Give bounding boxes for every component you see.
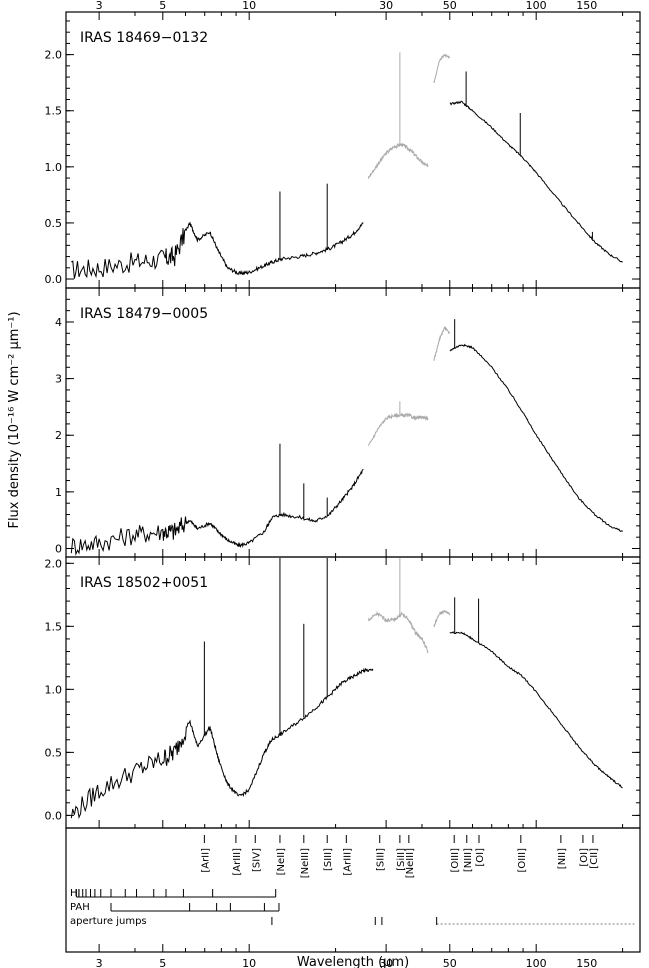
line-id-label: [ArII] [200,848,211,873]
spectrum-series-1-2 [433,325,451,361]
line-id-label: [SIV] [251,848,262,872]
y-tick-label: 0.0 [45,809,63,822]
line-id-label: [OIII] [517,848,528,873]
line-id-label: [OI] [579,848,590,867]
line-id-label: [OI] [475,848,486,867]
panel-frame [65,11,641,289]
y-tick-label: 0.5 [45,746,63,759]
line-id-label: [SIII] [323,848,334,871]
line-id-frame [65,827,641,953]
spectrum-series-2-0 [70,667,374,820]
x-axis-title: Wavelength (μm) [297,955,409,968]
line-id-label: [NeII] [276,848,287,875]
y-tick-label: 3 [55,373,62,386]
spectrum-series-1-3 [449,343,623,533]
y-tick-label: 1 [55,486,62,499]
line-id-label: [ArIII] [342,848,353,876]
spectrum-series-2-1 [367,610,429,654]
x-tick-label: 30 [379,957,393,968]
y-tick-label: 1.5 [45,105,63,118]
top-x-tick-label: 100 [526,0,547,12]
y-tick-label: 1.0 [45,161,63,174]
top-x-tick-label: 5 [159,0,166,12]
spectrum-series-2-2 [433,609,451,627]
line-id-label: [NeIII] [300,848,311,878]
pah-markers-label: PAH [70,902,90,913]
panel-frame [65,287,641,558]
y-tick-label: 2.0 [45,557,63,570]
aperture-jump-markers-label: aperture jumps [70,916,147,927]
y-tick-label: 2 [55,429,62,442]
panel-label: IRAS 18469−0132 [80,30,208,46]
top-x-tick-label: 30 [379,0,393,12]
panel-label: IRAS 18502+0051 [80,575,208,591]
line-id-label: [CII] [589,848,600,869]
spectrum-series-0-2 [433,53,451,83]
y-tick-label: 1.5 [45,620,63,633]
spectrum-series-1-1 [367,411,429,446]
y-axis-title: Flux density (10⁻¹⁶ W cm⁻² μm⁻¹) [7,311,22,528]
spectrum-series-0-3 [449,100,623,263]
hi-markers-label: HI [70,888,80,899]
y-tick-label: 0.0 [45,273,63,286]
panel-label: IRAS 18479−0005 [80,306,208,322]
y-tick-label: 1.0 [45,683,63,696]
y-tick-label: 2.0 [45,49,63,62]
line-id-label: [SiII] [396,848,407,871]
line-id-label: [OIII] [450,848,461,873]
top-x-tick-label: 10 [242,0,256,12]
line-id-label: [NIII] [463,848,474,872]
spectrum-series-0-0 [71,222,364,279]
x-tick-label: 5 [159,957,166,968]
y-tick-label: 0 [55,543,62,556]
spectrum-series-0-1 [367,143,429,179]
panel-frame [65,556,641,829]
top-x-tick-label: 50 [443,0,457,12]
y-tick-label: 0.5 [45,217,63,230]
spectrum-series-2-3 [449,631,623,789]
x-tick-label: 100 [526,957,547,968]
x-tick-label: 50 [443,957,457,968]
y-tick-label: 4 [55,316,62,329]
x-tick-label: 3 [96,957,103,968]
line-id-label: [NII] [557,848,568,869]
line-id-label: [NeIII] [405,848,416,878]
top-x-tick-label: 150 [576,0,597,12]
line-id-label: [ArIII] [232,848,243,876]
top-x-tick-label: 3 [96,0,103,12]
x-tick-label: 150 [576,957,597,968]
x-tick-label: 10 [242,957,256,968]
line-id-label: [SIII] [376,848,387,871]
spectrum-series-1-0 [70,468,364,557]
